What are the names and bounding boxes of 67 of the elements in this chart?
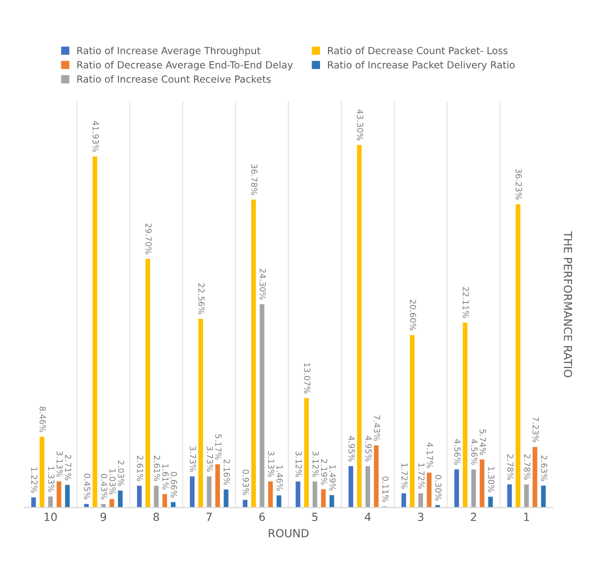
data-label: 2.16% xyxy=(224,459,230,485)
data-label: 7.43% xyxy=(374,415,380,441)
data-label: 0.66% xyxy=(170,472,178,498)
data-label: 2.78% xyxy=(524,454,530,480)
x-tick-label: 5 xyxy=(312,512,318,522)
data-label: 41.93% xyxy=(92,120,99,152)
data-label: 43.30% xyxy=(356,109,364,140)
data-label: 36.78% xyxy=(251,164,258,195)
legend-label: Ratio of Increase Packet Delivery Ratio xyxy=(328,60,515,70)
data-label: 3.12% xyxy=(312,451,319,477)
data-label: 2.03% xyxy=(118,460,124,486)
data-label: 3.13% xyxy=(268,451,274,477)
data-label: 7.23% xyxy=(532,417,539,442)
data-label: 36.23% xyxy=(516,168,522,200)
x-tick-label: 9 xyxy=(100,512,106,522)
legend-label: Ratio of Decrease Count Packet- Loss xyxy=(328,46,508,54)
data-label: 29.70% xyxy=(145,224,152,254)
data-label: 1.49% xyxy=(329,465,336,490)
x-tick-label: 3 xyxy=(418,512,424,522)
data-label: 3.13% xyxy=(56,451,63,477)
data-label: 22.56% xyxy=(198,283,205,314)
data-label: 20.60% xyxy=(410,300,416,330)
data-label: 5.17% xyxy=(215,434,222,460)
data-label: 0.45% xyxy=(84,474,90,500)
data-label: 3.12% xyxy=(296,451,302,477)
legend-label: Ratio of Increase Average Throughput xyxy=(77,46,260,56)
data-label: 2.63% xyxy=(540,456,548,481)
y2-axis-title: THE PERFORMANCE RATIO xyxy=(564,231,572,378)
data-label: 0.30% xyxy=(435,475,442,500)
x-tick-label: 4 xyxy=(364,512,371,521)
data-label: 1.46% xyxy=(276,466,283,491)
data-label: 4.56% xyxy=(454,439,461,465)
data-label: 1.22% xyxy=(31,468,38,493)
data-label: 5.74% xyxy=(480,430,486,455)
x-tick-label: 6 xyxy=(259,512,265,522)
data-label: 1.30% xyxy=(488,466,494,492)
data-label: 4.56% xyxy=(471,439,478,465)
data-label: 3.73% xyxy=(206,446,214,472)
data-label: 13.07% xyxy=(304,363,310,394)
data-label: 4.95% xyxy=(365,436,372,462)
data-label: 2.61% xyxy=(136,456,144,482)
data-label: 4.95% xyxy=(348,436,355,462)
x-tick-label: 7 xyxy=(206,512,212,521)
data-label: 2.61% xyxy=(154,456,160,482)
data-label: 1.72% xyxy=(401,463,408,489)
data-label: 0.93% xyxy=(242,470,249,496)
legend-label: Ratio of Decrease Average End-To-End Delay xyxy=(77,60,293,70)
data-label: 4.17% xyxy=(426,442,434,468)
x-tick-label: 1 xyxy=(524,512,529,521)
data-label: 3.73% xyxy=(190,446,196,472)
data-label: 1.61% xyxy=(162,464,169,490)
x-axis-title: ROUND xyxy=(268,528,309,538)
data-label: 1.03% xyxy=(109,469,116,494)
data-label: 1.72% xyxy=(418,463,425,489)
data-label: 24.30% xyxy=(260,268,266,300)
data-label: 8.46% xyxy=(40,406,46,432)
x-tick-label: 2 xyxy=(470,512,476,521)
data-label: 2.78% xyxy=(507,454,514,480)
data-label: 2.19% xyxy=(320,459,328,485)
x-tick-label: 10 xyxy=(44,512,57,522)
data-label: 2.71% xyxy=(64,454,72,480)
data-label: 22.11% xyxy=(462,287,470,318)
data-label: 0.11% xyxy=(382,476,389,502)
x-tick-label: 8 xyxy=(153,512,160,522)
data-label: 0.43% xyxy=(100,474,108,500)
data-label: 1.33% xyxy=(48,466,54,492)
legend-label: Ratio of Increase Count Receive Packets xyxy=(77,75,271,83)
